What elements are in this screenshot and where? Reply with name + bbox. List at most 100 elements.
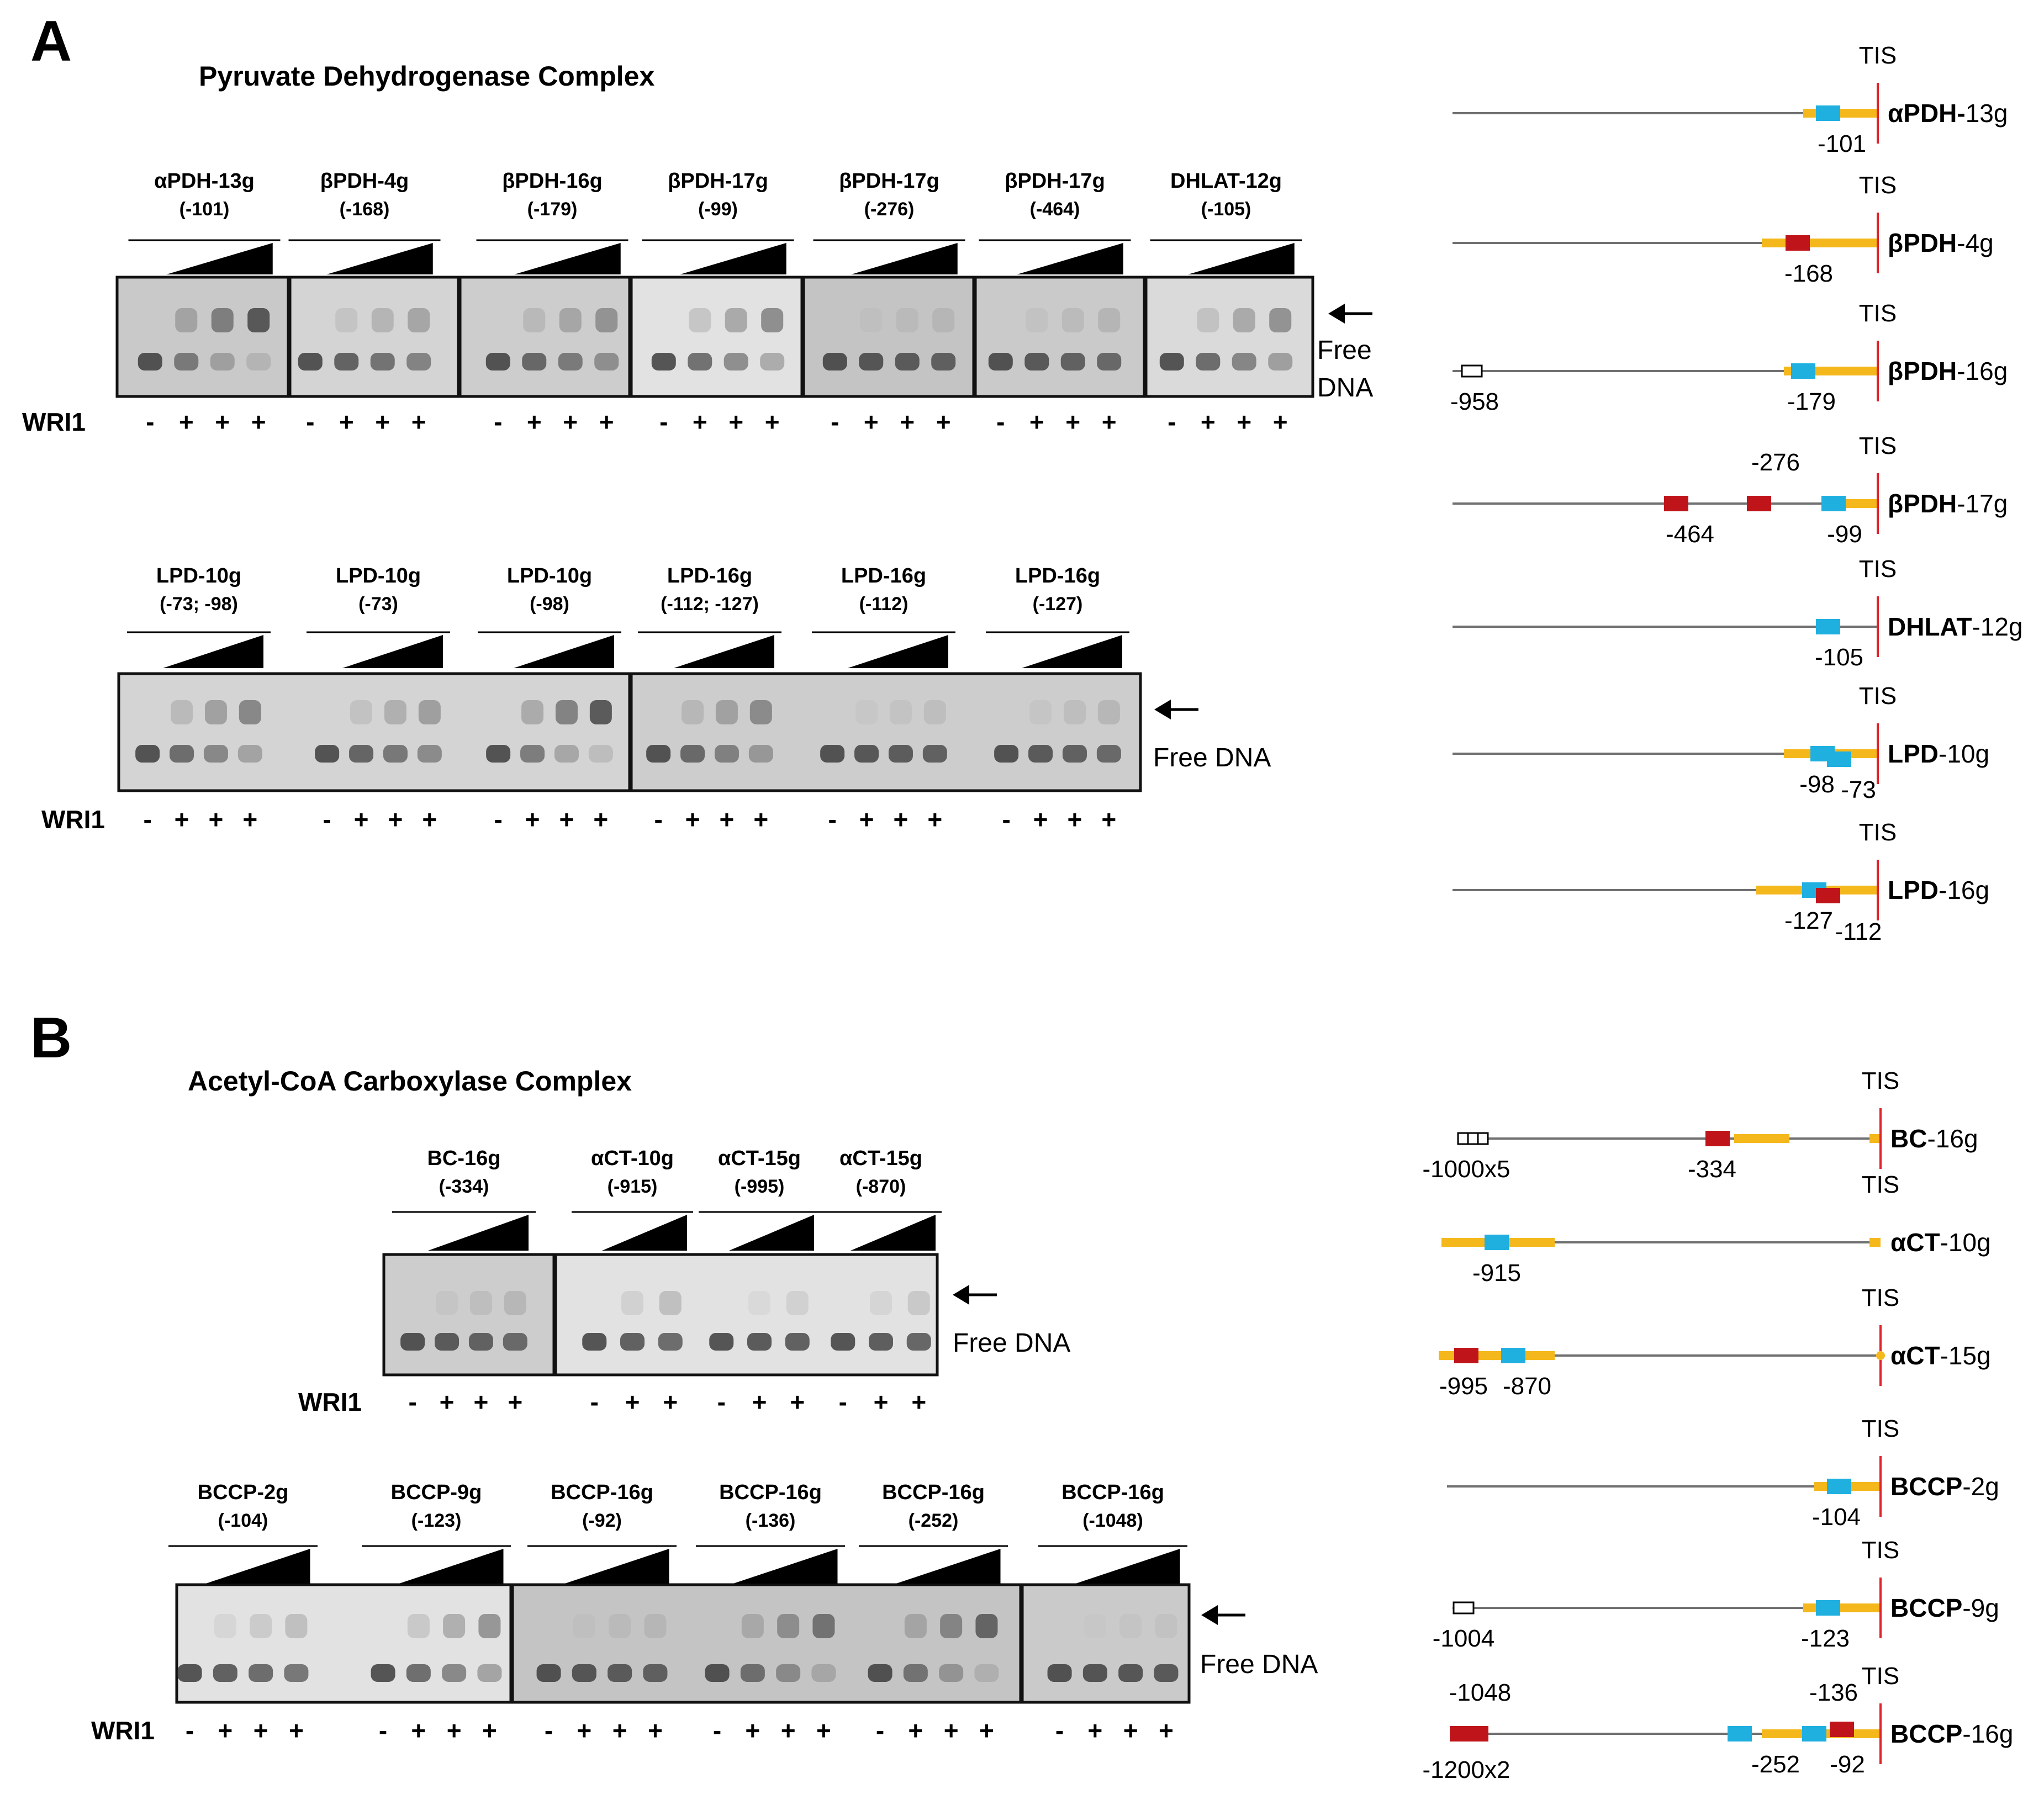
- free-dna-band: [1118, 1664, 1143, 1682]
- shifted-complex-band: [335, 308, 358, 332]
- promoter-map: TIS -958 -179 βPDH-16g: [1450, 300, 2008, 415]
- free-dna-band: [177, 1664, 202, 1682]
- tis-label: TIS: [1862, 1067, 1899, 1094]
- lane-position-label: (-127): [1033, 594, 1083, 615]
- panel-b-title: Acetyl-CoA Carboxylase Complex: [188, 1066, 632, 1097]
- wri1-lane-sign: +: [482, 1716, 497, 1745]
- free-dna-band: [714, 745, 739, 763]
- free-dna-band: [1159, 353, 1184, 370]
- wri1-lane-sign: -: [494, 407, 502, 436]
- site-position-label: -127: [1784, 907, 1833, 934]
- site-position-label: -98: [1799, 771, 1835, 798]
- lane-position-label: (-98): [530, 594, 569, 615]
- aw-box-site: [1816, 1600, 1840, 1616]
- wri1-lane-sign: +: [1101, 805, 1116, 834]
- gel-box: [974, 276, 1146, 398]
- gene-label: DHLAT-12g: [1888, 612, 2023, 641]
- shifted-complex-band: [748, 1291, 770, 1315]
- free-dna-label: Free: [1317, 336, 1372, 365]
- wri1-lane-sign: +: [908, 1716, 923, 1745]
- free-dna-band: [988, 353, 1013, 370]
- lane-gene-label: LPD-10g: [507, 564, 592, 587]
- shift-arrow-head: [1328, 304, 1345, 324]
- shifted-complex-band: [1098, 308, 1121, 332]
- protein-gradient-wedge: [1022, 635, 1122, 668]
- shifted-complex-band: [940, 1614, 963, 1638]
- shifted-complex-band: [855, 700, 878, 724]
- wri1-lane-sign: -: [323, 805, 331, 834]
- protein-gradient-wedge: [674, 635, 774, 668]
- gel-box: [288, 276, 460, 398]
- wri1-lane-sign: +: [894, 805, 909, 834]
- gene-label: αCT-10g: [1890, 1228, 1991, 1257]
- wri1-lane-sign: +: [388, 805, 403, 834]
- wri1-lane-sign: +: [599, 407, 614, 436]
- free-dna-band: [135, 745, 160, 763]
- free-dna-band: [822, 353, 847, 370]
- shifted-complex-band: [975, 1614, 998, 1638]
- wri1-lane-sign: -: [408, 1388, 416, 1416]
- shifted-complex-band: [1084, 1614, 1106, 1638]
- lane-position-label: (-995): [735, 1176, 785, 1197]
- wri1-lane-sign: -: [713, 1716, 721, 1745]
- free-dna-band: [486, 745, 511, 763]
- free-dna-band: [315, 745, 340, 763]
- shifted-complex-band: [889, 700, 912, 724]
- aw-box-site: [1485, 1235, 1509, 1250]
- tis-label: TIS: [1859, 42, 1897, 69]
- aw-box-site: [1827, 1479, 1851, 1494]
- lane-gene-label: LPD-16g: [841, 564, 926, 587]
- aw-box-mismatch-site: [1664, 496, 1688, 511]
- protein-gradient-wedge: [896, 1549, 1001, 1584]
- shifted-complex-band: [621, 1291, 643, 1315]
- wri1-row-label: WRI1: [22, 407, 86, 436]
- free-dna-band: [536, 1664, 561, 1682]
- wri1-lane-sign: +: [728, 407, 743, 436]
- free-dna-band: [349, 745, 374, 763]
- free-dna-band: [906, 1333, 931, 1351]
- free-dna-band: [931, 353, 956, 370]
- lane-position-label: (-179): [527, 199, 578, 220]
- site-position-label: -136: [1809, 1679, 1858, 1706]
- free-dna-band: [1154, 1664, 1179, 1682]
- wri1-lane-sign: +: [251, 407, 266, 436]
- lane-position-label: (-104): [218, 1510, 268, 1531]
- site-position-label: -1200x2: [1422, 1756, 1510, 1783]
- wri1-lane-sign: -: [545, 1716, 553, 1745]
- wri1-lane-sign: +: [936, 407, 951, 436]
- gene-label-bold: BC: [1890, 1124, 1927, 1153]
- free-dna-band: [903, 1664, 928, 1682]
- lane-gene-label: βPDH-17g: [668, 170, 768, 193]
- lane-position-label: (-112): [859, 594, 909, 615]
- gel-box: [630, 672, 1142, 792]
- aw-box-mismatch-site: [1705, 1131, 1730, 1146]
- shifted-complex-band: [285, 1614, 308, 1638]
- free-dna-band: [1082, 1664, 1107, 1682]
- free-dna-band: [400, 1333, 425, 1351]
- wri1-lane-sign: +: [411, 407, 426, 436]
- wri1-lane-sign: +: [944, 1716, 959, 1745]
- lane-gene-label: BCCP-16g: [719, 1481, 822, 1504]
- tis-label: TIS: [1859, 682, 1897, 710]
- aw-box-site: [1827, 751, 1851, 767]
- wri1-lane-sign: +: [593, 805, 608, 834]
- wri1-lane-sign: +: [979, 1716, 994, 1745]
- wri1-lane-sign: -: [654, 805, 662, 834]
- wri1-lane-sign: +: [745, 1716, 760, 1745]
- wri1-lane-sign: -: [186, 1716, 194, 1745]
- free-dna-band: [1196, 353, 1221, 370]
- aw-box-site: [1816, 105, 1840, 121]
- free-dna-band: [1024, 353, 1049, 370]
- upstream-region: [1869, 1238, 1881, 1247]
- protein-gradient-wedge: [602, 1215, 687, 1251]
- wri1-lane-sign: +: [1065, 407, 1080, 436]
- wri1-lane-sign: +: [1123, 1716, 1138, 1745]
- shifted-complex-band: [443, 1614, 466, 1638]
- site-position-label: -101: [1818, 130, 1866, 157]
- protein-gradient-wedge: [326, 243, 433, 274]
- free-dna-band: [974, 1664, 999, 1682]
- tis-label: TIS: [1862, 1663, 1899, 1690]
- wri1-lane-sign: +: [625, 1388, 640, 1416]
- tis-label: TIS: [1859, 819, 1897, 846]
- free-dna-band: [554, 745, 579, 763]
